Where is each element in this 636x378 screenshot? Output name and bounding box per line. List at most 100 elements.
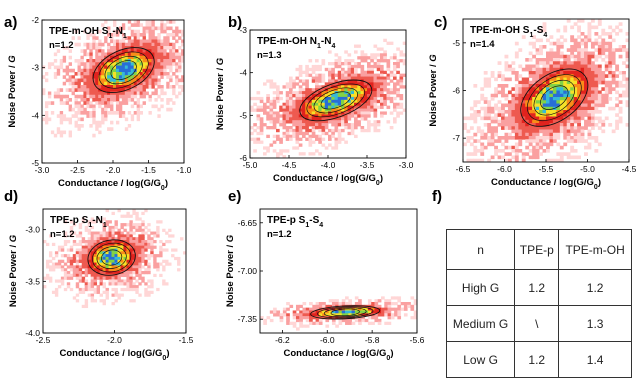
heatmap-cell [98,85,102,89]
heatmap-cell [147,262,151,266]
heatmap-cell [587,142,592,147]
heatmap-cell [563,132,568,137]
heatmap-cell [539,106,543,111]
heatmap-cell [507,90,512,95]
heatmap-cell [144,271,148,275]
heatmap-cell [166,36,170,40]
heatmap-cell [539,71,543,75]
heatmap-cell [120,282,124,286]
heatmap-cell [308,140,313,144]
heatmap-cell [105,242,109,247]
heatmap-cell [105,231,109,235]
heatmap-cell [528,97,533,101]
heatmap-cell [573,41,578,46]
heatmap-cell [138,265,142,269]
heatmap-cell [59,98,64,102]
heatmap-cell [566,106,571,111]
heatmap-cell [494,116,498,121]
heatmap-cell [105,268,109,272]
heatmap-cell [345,296,349,300]
heatmap-cell [587,100,592,104]
heatmap-cell [154,49,158,53]
heatmap-cell [141,256,145,261]
heatmap-cell [570,155,575,160]
heatmap-cell [114,223,118,227]
heatmap-cell [66,254,71,258]
heatmap-cell [142,29,146,34]
heatmap-cell [354,76,358,80]
heatmap-cell [535,145,540,150]
heatmap-cell [396,82,400,86]
heatmap-cell [77,42,81,47]
heatmap-cell [71,91,75,96]
heatmap-cell [367,79,371,83]
heatmap-cell [68,107,72,112]
heatmap-cell [577,25,581,30]
heatmap-cell [80,88,84,92]
heatmap-cell [618,93,623,98]
heatmap-cell [528,136,533,140]
heatmap-cell [584,67,588,72]
heatmap-cell [141,271,145,275]
heatmap-cell [559,155,564,160]
heatmap-cell [577,103,581,108]
table-cell: 1.2 [514,269,560,306]
heatmap-cell [165,259,169,263]
heatmap-cell [63,268,68,272]
heatmap-cell [54,279,59,283]
heatmap-cell [532,155,537,160]
heatmap-cell [566,155,571,160]
heatmap-cell [272,120,277,124]
heatmap-cell [104,91,108,96]
heatmap-cell [56,130,61,135]
heatmap-cell [139,104,143,109]
heatmap-cell [118,42,123,47]
heatmap-cell [549,74,554,78]
table-cell: Low G [445,341,516,378]
heatmap-cell [463,123,467,127]
heatmap-cell [594,74,599,78]
heatmap-cell [135,290,139,294]
heatmap-cell [618,22,623,26]
heatmap-cell [105,276,109,280]
heatmap-cell [528,58,533,62]
heatmap-cell [80,72,84,76]
heatmap-cell [77,88,81,92]
heatmap-cell [292,120,296,124]
heatmap-cell [295,313,300,317]
heatmap-cell [139,68,143,73]
heatmap-cell [130,52,135,57]
heatmap-cell [341,67,345,72]
heatmap-cell [566,152,571,156]
heatmap-cell [480,152,485,156]
heatmap-cell [549,158,554,162]
heatmap-cell [389,111,394,115]
heatmap-cell [169,26,173,31]
heatmap-cell [494,113,498,117]
heatmap-cell [279,96,283,101]
heatmap-cell [117,259,121,263]
heatmap-cell [153,262,157,266]
heatmap-cell [311,111,316,115]
heatmap-cell [65,94,70,99]
heatmap-cell [354,96,358,101]
heatmap-cell [563,58,568,62]
heatmap-cell [387,307,392,311]
heatmap-cell [172,101,176,105]
heatmap-cell [108,271,112,275]
heatmap-cell [135,251,139,255]
heatmap-cell [497,110,502,114]
heatmap-cell [597,93,602,98]
heatmap-cell [394,310,398,314]
contour-line [317,306,374,319]
heatmap-cell [318,94,322,98]
heatmap-cell [259,126,264,130]
heatmap-cell [80,62,84,66]
heatmap-cell [556,48,561,52]
heatmap-cell [587,106,592,111]
heatmap-cell [463,116,467,121]
heatmap-cell [113,46,117,50]
heatmap-cell [81,271,86,275]
heatmap-cell [302,307,307,311]
heatmap-cell [139,88,143,92]
